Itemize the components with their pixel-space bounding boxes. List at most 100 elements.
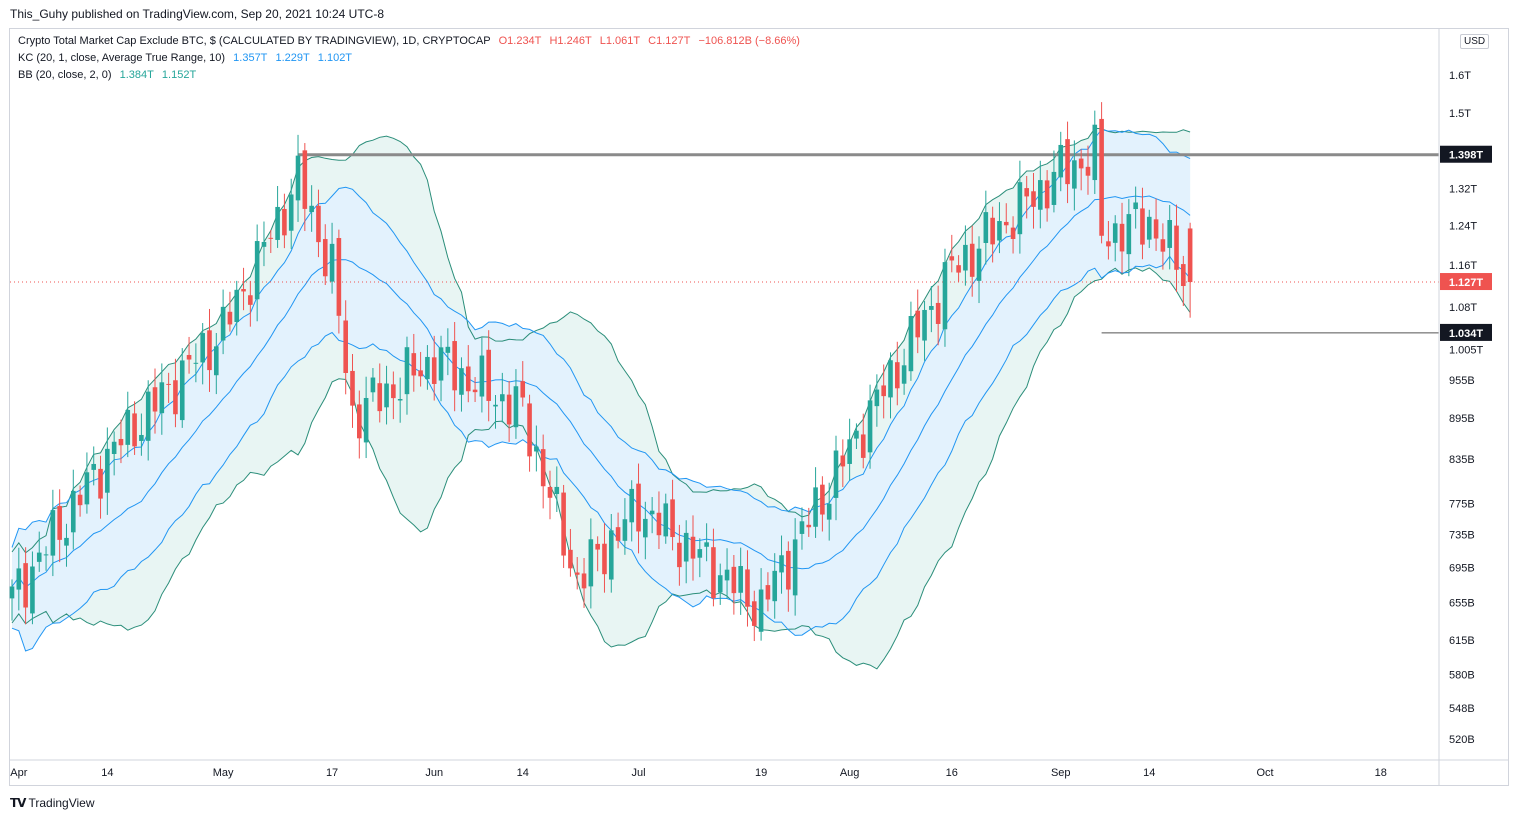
level-price-label: 1.034T <box>1449 328 1484 340</box>
y-tick-label: 520B <box>1449 734 1475 746</box>
candle-body <box>111 441 117 454</box>
candle-body <box>500 394 505 402</box>
candle-body <box>1044 180 1050 209</box>
candle-body <box>479 355 485 397</box>
candle-body <box>431 357 437 384</box>
candle-body <box>43 554 49 556</box>
candle-body <box>1119 223 1125 252</box>
legend-high: H1.246T <box>549 35 592 47</box>
candle-body <box>227 311 233 325</box>
y-tick-label: 835B <box>1449 454 1475 466</box>
candle-body <box>1187 228 1193 283</box>
candle-body <box>1072 160 1077 189</box>
y-tick-label: 615B <box>1449 635 1475 647</box>
candle-body <box>1058 144 1064 178</box>
bb-upper-line <box>11 127 1191 554</box>
candle-body <box>200 333 205 363</box>
candle-body <box>677 542 682 568</box>
currency-button[interactable]: USD <box>1460 34 1490 49</box>
candle-body <box>288 194 294 231</box>
chart-frame <box>9 28 1509 786</box>
candle-body <box>867 400 873 453</box>
legend-low: L1.061T <box>599 35 641 47</box>
candle-body <box>98 468 103 499</box>
x-tick-label: 14 <box>517 767 529 779</box>
candle-body <box>363 397 369 443</box>
candle-body <box>527 403 532 457</box>
candle-body <box>833 450 839 498</box>
candle-body <box>615 527 621 541</box>
candle-body <box>820 484 825 515</box>
candle-body <box>445 346 451 353</box>
candle-body <box>452 341 457 391</box>
candle-body <box>261 241 267 247</box>
candle-body <box>751 601 757 626</box>
candle-body <box>125 409 131 445</box>
candle-body <box>963 244 968 271</box>
candle-body <box>717 575 723 593</box>
candle-body <box>186 354 192 360</box>
candle-body <box>738 566 743 593</box>
kc-fill <box>12 129 1191 651</box>
legend-bb-upper: 1.384T <box>119 69 154 81</box>
tradingview-brand[interactable]: 𝗧𝗩 TradingView <box>10 796 95 810</box>
candle-body <box>64 537 69 546</box>
legend-symbol-row: Crypto Total Market Cap Exclude BTC, $ (… <box>18 35 805 47</box>
candle-body <box>486 349 491 401</box>
candle-body <box>711 547 716 599</box>
candle-body <box>9 586 15 599</box>
candle-body <box>929 306 934 310</box>
candle-body <box>997 221 1002 241</box>
candle-body <box>377 383 383 412</box>
publisher-line: This_Guhy published on TradingView.com, … <box>10 7 385 21</box>
candle-body <box>622 519 628 541</box>
candle-body <box>391 384 396 399</box>
legend-bb-row: BB (20, close, 2, 0) 1.384T 1.152T <box>18 69 201 81</box>
candle-body <box>1181 264 1186 287</box>
legend-bb-lower: 1.152T <box>161 69 197 81</box>
candle-body <box>990 217 995 245</box>
x-tick-label: 16 <box>946 767 958 779</box>
candle-body <box>663 503 669 537</box>
legend-kc-middle: 1.229T <box>275 52 310 64</box>
x-tick-label: Apr <box>10 767 27 779</box>
candle-body <box>397 399 403 401</box>
x-tick-label: 18 <box>1375 767 1387 779</box>
candle-body <box>656 512 662 536</box>
x-tick-label: Sep <box>1051 767 1071 779</box>
candle-body <box>329 243 335 282</box>
candle-body <box>459 368 464 395</box>
candle-body <box>949 256 955 261</box>
x-tick-label: 14 <box>1143 767 1155 779</box>
candle-body <box>336 238 342 316</box>
candle-body <box>438 347 444 381</box>
candle-body <box>166 383 171 385</box>
candle-body <box>602 543 607 575</box>
candle-body <box>547 487 553 498</box>
candle-body <box>159 382 165 414</box>
x-tick-label: Oct <box>1256 767 1273 779</box>
legend-symbol[interactable]: Crypto Total Market Cap Exclude BTC, $ (… <box>18 35 491 47</box>
candle-body <box>520 381 526 398</box>
candle-body <box>1085 166 1091 176</box>
candle-body <box>1017 182 1023 235</box>
candle-body <box>908 316 914 372</box>
legend-bb-label[interactable]: BB (20, close, 2, 0) <box>18 69 112 81</box>
current-price-label: 1.127T <box>1449 277 1484 289</box>
candle-body <box>806 524 812 528</box>
candle-body <box>1153 219 1159 239</box>
candle-body <box>241 289 246 292</box>
candle-body <box>275 206 280 240</box>
candle-body <box>254 241 260 300</box>
x-tick-label: 14 <box>101 767 113 779</box>
candle-body <box>139 434 144 441</box>
candle-body <box>540 449 546 487</box>
legend-kc-label[interactable]: KC (20, 1, close, Average True Range, 10… <box>18 52 226 64</box>
candle-body <box>302 150 308 209</box>
candle-body <box>854 430 859 439</box>
candle-body <box>636 483 641 532</box>
candle-body <box>1010 227 1016 240</box>
candle-body <box>343 320 348 373</box>
y-tick-label: 580B <box>1449 669 1475 681</box>
